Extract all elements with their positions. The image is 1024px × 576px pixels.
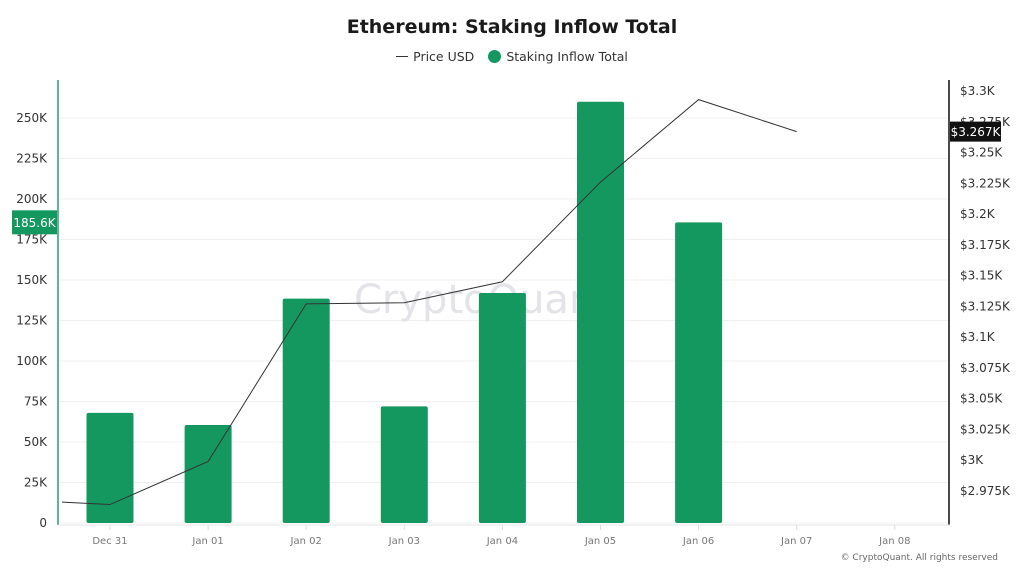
- left-axis-marker-label: 185.6K: [13, 216, 56, 230]
- x-axis-tick: Jan 08: [878, 536, 910, 547]
- x-axis-tick: Jan 01: [191, 536, 223, 547]
- dot-swatch-icon: [488, 50, 502, 63]
- line-swatch-icon: [396, 56, 409, 57]
- left-axis-tick: 75K: [24, 395, 48, 409]
- left-axis-tick: 50K: [24, 435, 48, 449]
- right-axis-tick: $3.15K: [960, 269, 1003, 283]
- right-axis-tick: $3.125K: [960, 299, 1011, 313]
- right-axis-tick: $3.075K: [960, 361, 1011, 375]
- right-axis-tick: $3.175K: [960, 238, 1011, 252]
- bar-jan-01[interactable]: [184, 424, 232, 523]
- left-axis-tick: 100K: [16, 354, 48, 368]
- left-axis-tick: 225K: [16, 152, 48, 166]
- left-axis-tick: 125K: [16, 314, 48, 328]
- right-axis-tick: $3K: [960, 453, 984, 467]
- right-axis-tick: $3.225K: [960, 176, 1011, 190]
- x-axis-tick: Jan 06: [682, 536, 714, 547]
- legend-item-price[interactable]: Price USD: [396, 49, 474, 64]
- right-axis-tick: $2.975K: [960, 484, 1011, 498]
- x-axis-tick: Dec 31: [92, 536, 127, 547]
- right-axis-value-marker: [950, 121, 1001, 142]
- bar-jan-04[interactable]: [478, 292, 526, 523]
- bar-jan-05[interactable]: [577, 101, 624, 524]
- left-axis-tick: 150K: [16, 273, 48, 287]
- right-axis-tick: $3.05K: [960, 392, 1003, 406]
- right-axis-tick: $3.1K: [960, 330, 996, 344]
- left-axis-tick: 25K: [24, 476, 48, 490]
- right-axis-tick: $3.25K: [960, 146, 1003, 160]
- x-axis-tick: Jan 02: [290, 536, 322, 547]
- chart-legend: Price USD Staking Inflow Total: [0, 49, 1024, 64]
- legend-label-price: Price USD: [413, 49, 475, 64]
- price-line[interactable]: [61, 99, 797, 506]
- copyright-footer: © CryptoQuant. All rights reserved: [840, 553, 998, 563]
- chart-title: Ethereum: Staking Inflow Total: [346, 16, 678, 38]
- x-axis-tick: Jan 03: [388, 536, 420, 547]
- legend-item-staking[interactable]: Staking Inflow Total: [488, 49, 628, 64]
- right-axis-tick: $3.025K: [960, 422, 1011, 436]
- x-axis-tick: Jan 07: [780, 536, 812, 547]
- bar-jan-03[interactable]: [380, 406, 428, 523]
- right-axis-marker-label: $3.267K: [951, 125, 1002, 139]
- left-axis-tick: 0: [39, 516, 47, 530]
- left-axis-tick: 200K: [16, 192, 48, 206]
- bar-dec-31[interactable]: [86, 412, 134, 523]
- x-axis-tick: Jan 05: [584, 536, 616, 547]
- right-axis-tick: $3.2K: [960, 207, 996, 221]
- left-axis-value-marker: [12, 210, 57, 235]
- left-axis-tick: 250K: [16, 111, 48, 125]
- legend-label-staking: Staking Inflow Total: [506, 49, 628, 64]
- left-axis-tick: 175K: [16, 233, 48, 247]
- x-axis-tick: Jan 04: [486, 536, 518, 547]
- bar-jan-02[interactable]: [282, 298, 330, 523]
- bar-jan-06[interactable]: [675, 222, 723, 523]
- right-axis-tick: $3.3K: [960, 84, 996, 98]
